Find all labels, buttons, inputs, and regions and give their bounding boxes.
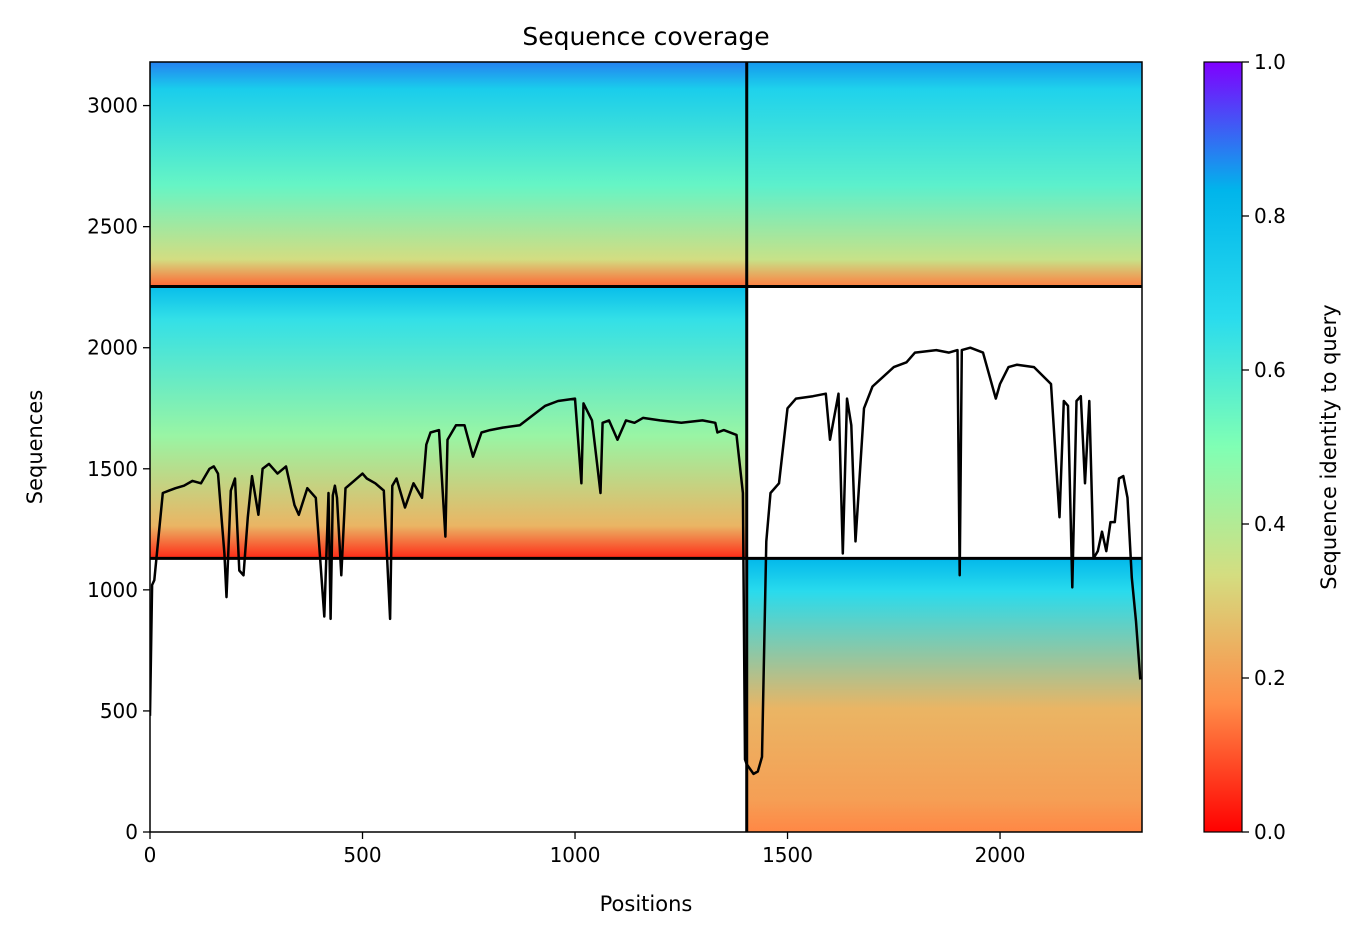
- colorbar-gradient: [1203, 61, 1243, 833]
- block-separators: [150, 62, 1142, 832]
- colorbar-label: Sequence identity to query: [1317, 304, 1341, 589]
- x-tick-label: 1000: [550, 843, 601, 867]
- colorbar-tick-label: 0.6: [1254, 358, 1286, 382]
- colorbar: 0.0 0.2 0.4 0.6 0.8 1.0 Sequence identity to …: [1203, 50, 1341, 844]
- x-tick-label: 2000: [975, 843, 1026, 867]
- colorbar-tick-label: 0.0: [1254, 820, 1286, 844]
- y-axis: 0 500 1000 1500 2000 2500 3000: [87, 94, 150, 844]
- x-axis: 0 500 1000 1500 2000: [144, 832, 1026, 867]
- coverage-line-group: [150, 346, 1142, 776]
- heatmap-blocks: [150, 62, 1142, 832]
- chart-title: Sequence coverage: [522, 22, 769, 51]
- y-tick-label: 0: [125, 820, 138, 844]
- colorbar-tick-label: 0.8: [1254, 204, 1286, 228]
- y-tick-label: 1000: [87, 578, 138, 602]
- colorbar-tick-label: 0.4: [1254, 512, 1286, 536]
- x-tick-label: 1500: [762, 843, 813, 867]
- y-tick-label: 2000: [87, 336, 138, 360]
- y-tick-label: 1500: [87, 457, 138, 481]
- block-bottom-right: [746, 558, 1142, 832]
- coverage-line: [150, 346, 1142, 776]
- x-tick-label: 0: [144, 843, 157, 867]
- y-tick-label: 3000: [87, 94, 138, 118]
- y-tick-label: 500: [100, 699, 138, 723]
- colorbar-tick-label: 1.0: [1254, 50, 1286, 74]
- x-tick-label: 500: [343, 843, 381, 867]
- colorbar-tick-label: 0.2: [1254, 666, 1286, 690]
- y-axis-label: Sequences: [23, 390, 47, 505]
- colorbar-ticks: 0.0 0.2 0.4 0.6 0.8 1.0: [1242, 50, 1286, 844]
- block-top-right: [746, 62, 1142, 287]
- x-axis-label: Positions: [600, 892, 693, 916]
- block-top-left: [150, 62, 747, 287]
- plot-frame: [149, 61, 1143, 833]
- y-tick-label: 2500: [87, 215, 138, 239]
- block-middle-left: [150, 286, 747, 559]
